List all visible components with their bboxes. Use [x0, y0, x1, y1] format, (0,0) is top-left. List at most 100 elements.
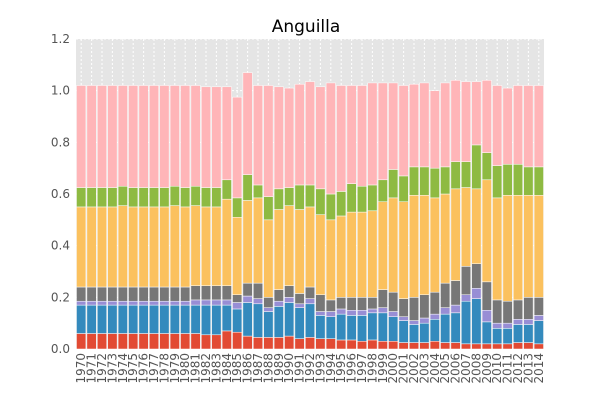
bar-segment-1999-2: [377, 307, 388, 314]
bar-segment-2011-3: [502, 300, 513, 324]
x-tick-label-2010: 2010: [490, 353, 504, 384]
bar-segment-2001-6: [398, 85, 409, 177]
bar-segment-2010-2: [492, 322, 503, 329]
bar-segment-2012-2: [513, 319, 523, 325]
bar-segment-1992-5: [305, 184, 315, 208]
bar-segment-1995-5: [336, 191, 347, 217]
bar-segment-1984-2: [221, 299, 232, 306]
bar-segment-1972-6: [97, 85, 107, 188]
x-tick-label-1999: 1999: [376, 353, 390, 384]
bar-segment-2003-1: [419, 322, 430, 343]
bar-segment-1998-2: [367, 308, 378, 314]
x-tick-label-1983: 1983: [209, 353, 223, 384]
bar-segment-1977-1: [149, 304, 159, 334]
bar-segment-2012-0: [513, 342, 523, 350]
bar-segment-2010-5: [492, 165, 503, 199]
y-tick-label: 0.8: [51, 135, 70, 149]
bar-segment-1996-3: [346, 297, 357, 311]
bar-segment-1981-6: [190, 85, 201, 187]
bar-stack-group: [76, 72, 544, 350]
bar-segment-1978-3: [159, 286, 170, 302]
bar-segment-1994-3: [325, 299, 336, 312]
bar-segment-2007-3: [461, 266, 471, 296]
x-tick-label-2007: 2007: [459, 353, 473, 384]
bar-segment-2010-4: [492, 197, 503, 301]
bar-segment-2008-5: [471, 144, 482, 190]
bar-segment-1970-0: [76, 333, 87, 350]
bar-segment-2013-1: [523, 324, 534, 343]
x-tick-label-1994: 1994: [324, 353, 338, 384]
bar-segment-2009-0: [481, 343, 492, 350]
bar-segment-1970-5: [76, 187, 87, 208]
bar-segment-1978-0: [159, 333, 170, 350]
bar-segment-1974-0: [117, 333, 128, 350]
bar-segment-1971-0: [86, 333, 97, 350]
bar-segment-1976-4: [138, 206, 149, 288]
bar-segment-2010-1: [492, 328, 503, 345]
bar-segment-1978-1: [159, 304, 170, 334]
bar-segment-1992-1: [305, 303, 315, 338]
bar-segment-1972-1: [97, 304, 107, 334]
bar-segment-2002-4: [409, 195, 419, 298]
bar-segment-2014-0: [533, 343, 544, 350]
bar-segment-1994-4: [325, 219, 336, 301]
bar-segment-1985-0: [232, 331, 243, 350]
bar-segment-1970-6: [76, 85, 87, 188]
bar-segment-1988-2: [263, 307, 274, 312]
y-tick-label: 1.0: [51, 84, 70, 98]
bar-segment-1974-3: [117, 286, 128, 302]
bar-segment-1982-2: [201, 299, 211, 306]
bar-segment-1985-5: [232, 197, 243, 218]
bar-segment-1970-4: [76, 206, 87, 288]
bar-segment-1979-6: [169, 85, 180, 187]
x-tick-label-2002: 2002: [407, 353, 421, 384]
bar-segment-1997-0: [357, 341, 367, 350]
bar-segment-2006-0: [450, 342, 461, 350]
bar-segment-2005-4: [440, 193, 451, 284]
bar-segment-1971-1: [86, 304, 97, 334]
bar-segment-1986-1: [242, 302, 253, 337]
bar-segment-1973-5: [107, 187, 118, 208]
bar-segment-1975-2: [128, 300, 139, 306]
bar-segment-1974-2: [117, 300, 128, 306]
bar-segment-1982-6: [201, 86, 211, 188]
x-tick-label-2005: 2005: [438, 353, 452, 384]
bar-segment-1987-3: [253, 282, 263, 299]
bar-segment-2012-3: [513, 299, 523, 320]
bar-segment-1984-3: [221, 285, 232, 301]
bar-segment-2011-2: [502, 322, 513, 329]
x-tick-label-1998: 1998: [365, 353, 379, 384]
bar-segment-1992-6: [305, 81, 315, 186]
bar-segment-1972-3: [97, 286, 107, 302]
bar-segment-1984-4: [221, 198, 232, 286]
bar-segment-1979-3: [169, 286, 180, 302]
bar-segment-1973-6: [107, 85, 118, 188]
bar-segment-1990-1: [284, 302, 295, 337]
x-tick-label-2012: 2012: [511, 353, 525, 384]
x-tick-label-1993: 1993: [313, 353, 327, 384]
bar-segment-1982-3: [201, 285, 211, 301]
bar-segment-1980-6: [180, 85, 191, 188]
bar-segment-1998-1: [367, 312, 378, 341]
bar-segment-1986-2: [242, 295, 253, 303]
bar-segment-2004-3: [429, 291, 440, 315]
bar-segment-1999-0: [377, 341, 388, 350]
bar-segment-1984-1: [221, 304, 232, 332]
bar-segment-2007-5: [461, 161, 471, 188]
x-tick-label-1991: 1991: [293, 353, 307, 384]
bar-segment-1972-2: [97, 300, 107, 306]
bar-segment-1987-6: [253, 85, 263, 186]
bar-segment-2014-1: [533, 320, 544, 345]
bar-segment-1999-6: [377, 82, 388, 181]
bar-segment-1991-0: [294, 338, 305, 350]
bar-segment-1975-0: [128, 333, 139, 350]
bar-segment-1993-0: [315, 338, 326, 350]
bar-segment-1996-2: [346, 310, 357, 316]
bar-segment-1982-5: [201, 187, 211, 208]
bar-segment-1991-6: [294, 83, 305, 186]
x-tick-label-1976: 1976: [137, 353, 151, 384]
x-tick-label-2008: 2008: [469, 353, 483, 384]
bar-segment-2004-2: [429, 313, 440, 320]
bar-segment-2002-3: [409, 297, 419, 321]
bar-segment-2008-6: [471, 81, 482, 146]
